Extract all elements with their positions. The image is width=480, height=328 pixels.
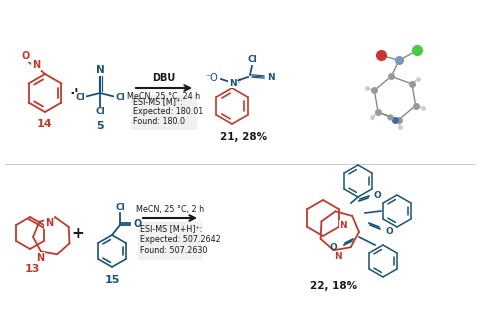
Text: N: N [45,218,53,228]
Text: N: N [267,72,275,81]
Text: ESI-MS [M+H]⁺:: ESI-MS [M+H]⁺: [140,224,203,233]
Text: N: N [229,78,237,88]
Text: 15: 15 [104,275,120,285]
Text: Expected: 507.2642: Expected: 507.2642 [140,235,221,244]
Text: N: N [36,254,44,263]
Text: N: N [96,65,104,75]
Text: ESI-MS [M]⁺:: ESI-MS [M]⁺: [133,97,183,106]
Text: 5: 5 [96,121,104,131]
Text: Found: 180.0: Found: 180.0 [133,117,185,126]
Text: N: N [339,220,347,230]
Text: Cl: Cl [75,92,85,101]
Text: MeCN, 25 °C, 2 h: MeCN, 25 °C, 2 h [136,205,204,214]
Text: MeCN, 25 °C, 24 h: MeCN, 25 °C, 24 h [127,92,201,101]
Text: Cl: Cl [247,55,257,65]
Text: O: O [134,219,142,229]
Text: +: + [70,86,83,100]
Text: 14: 14 [37,119,53,129]
Text: +: + [72,226,84,240]
Text: N: N [335,252,342,261]
Text: O: O [385,227,393,236]
Text: Expected: 180.01: Expected: 180.01 [133,107,203,116]
Text: 21, 28%: 21, 28% [220,132,267,142]
Text: Cl: Cl [115,202,125,212]
Text: O: O [373,192,381,200]
Text: Cl: Cl [115,92,125,101]
Text: Found: 507.2630: Found: 507.2630 [140,246,207,255]
FancyBboxPatch shape [138,222,202,260]
Text: O: O [329,242,337,252]
FancyBboxPatch shape [131,95,197,130]
Text: N: N [32,60,40,70]
Text: 22, 18%: 22, 18% [310,281,357,291]
Text: 13: 13 [24,264,40,274]
Text: Cl: Cl [95,108,105,116]
Text: +: + [235,78,241,84]
Text: O: O [22,51,30,61]
Text: ⁻O: ⁻O [205,73,218,83]
Text: DBU: DBU [152,73,176,83]
